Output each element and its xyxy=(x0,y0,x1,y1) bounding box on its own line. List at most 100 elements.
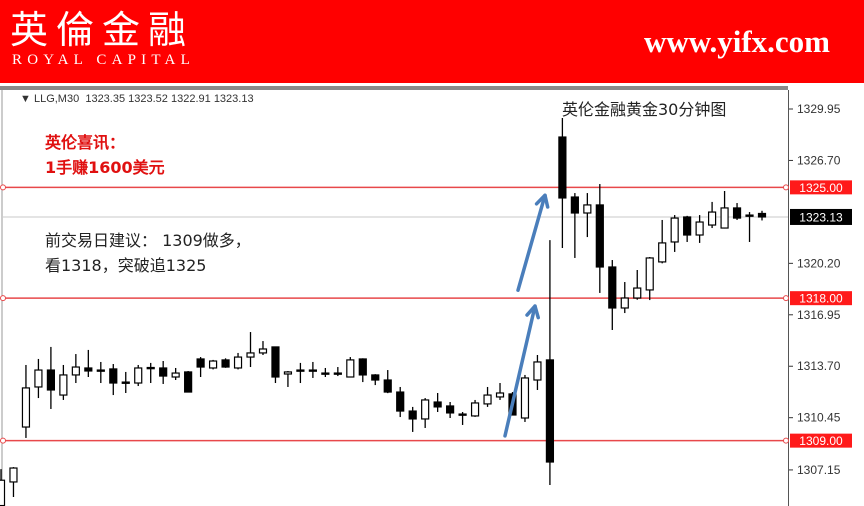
logo-english: ROYAL CAPITAL xyxy=(12,52,195,68)
candle xyxy=(321,367,330,378)
candle-body xyxy=(732,207,742,219)
candle xyxy=(271,346,280,384)
candle-body xyxy=(271,346,280,378)
level-price-label-bg xyxy=(790,433,852,448)
candle-body xyxy=(346,359,355,378)
candle xyxy=(383,370,392,394)
trend-arrow xyxy=(516,193,547,293)
candle-body xyxy=(683,216,692,236)
candle xyxy=(595,184,604,293)
y-tick-label: 1307.15 xyxy=(797,463,841,477)
candle xyxy=(346,357,355,378)
candle-body xyxy=(658,242,667,263)
candle-body xyxy=(84,367,93,372)
candle xyxy=(358,358,367,383)
candle-body xyxy=(558,136,567,199)
candle xyxy=(246,332,255,368)
candle xyxy=(258,341,268,355)
candle-body xyxy=(283,371,293,375)
candle xyxy=(645,257,654,301)
candle xyxy=(732,203,742,220)
level-price-label: 1318.00 xyxy=(799,292,843,306)
trend-arrow xyxy=(503,304,537,438)
level-handle xyxy=(0,184,6,191)
candle xyxy=(570,193,579,258)
candle-body xyxy=(620,297,629,309)
candle-body xyxy=(570,196,579,214)
candle-body xyxy=(533,361,542,381)
candle xyxy=(59,364,68,400)
candle-body xyxy=(645,257,654,291)
arrowhead-icon xyxy=(534,193,550,209)
candle-body xyxy=(670,217,679,243)
level-price-label: 1309.00 xyxy=(799,434,843,448)
candle-body xyxy=(71,366,80,376)
promo-line-1: 英伦喜讯： xyxy=(45,133,126,152)
candle xyxy=(421,398,430,428)
candle xyxy=(233,352,243,370)
candle xyxy=(707,201,717,229)
candle-body xyxy=(745,214,754,217)
level-handle xyxy=(783,184,789,191)
candle xyxy=(583,193,592,238)
candle xyxy=(146,362,155,384)
candle-body xyxy=(246,352,255,358)
close-value: 1323.13 xyxy=(213,93,254,105)
candle xyxy=(221,358,230,368)
level-price-label-bg xyxy=(790,180,852,195)
level-handle xyxy=(783,437,789,444)
candle xyxy=(670,215,679,252)
candle xyxy=(757,210,767,221)
candle xyxy=(121,371,130,393)
candle xyxy=(683,215,692,242)
candle-body xyxy=(371,374,380,381)
candle-body xyxy=(333,372,342,375)
candle-body xyxy=(757,212,767,218)
y-tick-label: 1313.70 xyxy=(797,359,841,373)
candle-body xyxy=(171,372,180,378)
arrowhead-icon xyxy=(525,304,540,320)
advice-line-1: 前交易日建议： 1309做多， xyxy=(45,231,251,250)
candle xyxy=(470,399,480,417)
promo-annotation: 英伦喜讯： 1手赚1600美元 xyxy=(45,130,165,180)
candle-body xyxy=(695,221,704,236)
candle-body xyxy=(545,359,555,463)
candle xyxy=(371,374,380,386)
candle-body xyxy=(583,204,592,214)
candle-body xyxy=(608,266,617,309)
brand-banner: 英倫金融 ROYAL CAPITAL www.yifx.com xyxy=(0,0,864,83)
candle xyxy=(9,467,18,497)
level-handle xyxy=(783,295,789,302)
candle xyxy=(159,361,168,384)
candle xyxy=(520,374,530,422)
candle xyxy=(695,215,704,243)
chart-top-border xyxy=(0,86,788,90)
chart-ohlc-header: ▼ LLG,M30 1323.35 1323.52 1322.91 1323.1… xyxy=(20,93,254,105)
candle-body xyxy=(633,287,642,299)
candle-body xyxy=(146,366,155,370)
candle-body xyxy=(233,356,243,369)
candle-body xyxy=(96,369,105,372)
candle xyxy=(71,354,80,384)
website-url[interactable]: www.yifx.com xyxy=(644,24,830,59)
candle xyxy=(745,212,754,242)
candle xyxy=(408,406,417,432)
candle-body xyxy=(483,394,492,405)
candle xyxy=(308,361,317,378)
logo-chinese: 英倫金融 xyxy=(10,8,195,52)
candle xyxy=(184,370,193,393)
candle xyxy=(34,358,43,399)
candle xyxy=(633,269,642,300)
candle xyxy=(21,364,31,438)
dropdown-triangle-icon[interactable]: ▼ xyxy=(20,93,31,105)
current-price-label-bg xyxy=(790,208,852,225)
y-tick-label: 1310.45 xyxy=(797,411,841,425)
candle-body xyxy=(433,401,442,408)
current-price-label: 1323.13 xyxy=(799,210,843,224)
candle-body xyxy=(358,358,367,376)
candle xyxy=(446,402,455,419)
open-value: 1323.35 xyxy=(85,93,126,105)
candle-body xyxy=(9,467,18,483)
candle xyxy=(495,383,505,400)
